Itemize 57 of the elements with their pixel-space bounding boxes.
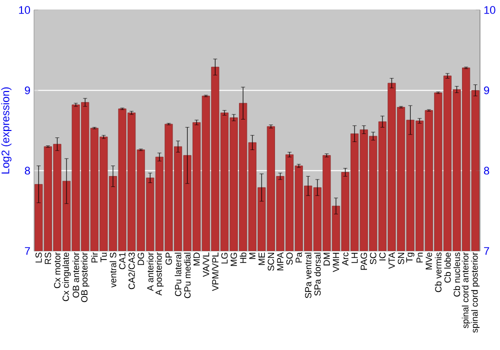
y2-tick-label: 10 (484, 6, 496, 14)
x-tick-label: Arc (342, 252, 348, 266)
x-tick-label: LS (35, 252, 42, 262)
x-tick-label: MG (230, 252, 237, 266)
x-tick-label: VMH (332, 252, 340, 272)
x-tick-label: spinal cord posterior (471, 252, 480, 333)
x-tick-label: SO (286, 252, 293, 265)
x-tick-label: SCN (268, 252, 274, 271)
x-tick-label: MVe (426, 252, 432, 270)
x-tick-label: Cb lobe (444, 252, 451, 283)
x-tick-label: DM (324, 252, 330, 266)
x-tick-label: OB posterior (80, 252, 90, 302)
x-tick-label: SC (370, 252, 376, 264)
x-tick-label: SPa dorsal (314, 252, 321, 296)
x-tick-label: VPM/VPL (212, 252, 218, 292)
x-tick-label: ventral S (110, 252, 116, 288)
x-tick-label: CPu lateral (174, 252, 182, 296)
y2-tick-label: 9 (484, 86, 490, 94)
y-tick-label: 8 (24, 166, 30, 175)
x-tick-label: Cx motor (54, 252, 60, 288)
x-tick-label: GP (166, 252, 172, 265)
x-tick-label: RS (44, 252, 52, 264)
y-tick-label: 10 (19, 6, 30, 14)
y-axis-title: Log2 (expression) (1, 87, 12, 174)
x-tick-label: Pir (91, 252, 98, 262)
x-tick-label: PAG (360, 252, 368, 270)
x-tick-label: CA1 (119, 252, 126, 270)
x-tick-label: OB anterior (72, 252, 80, 298)
x-tick-label: CPu medial (184, 252, 191, 298)
x-tick-label: A anterior (146, 252, 154, 292)
x-tick-label: ME (258, 252, 265, 265)
x-tick-label: M (249, 252, 256, 259)
x-tick-label: IC (379, 252, 386, 260)
x-tick-label: MPA (277, 252, 284, 270)
x-tick-label: Pn (416, 252, 423, 262)
x-tick-label: spinal cord anterior (462, 252, 470, 328)
x-tick-label: LH (351, 252, 358, 263)
y-tick-label: 9 (24, 86, 30, 94)
x-tick-label: VTA (388, 252, 395, 269)
x-tick-label: A posterior (155, 252, 164, 296)
x-tick-label: SPa ventral (304, 252, 312, 298)
x-tick-label: CA2/CA3 (128, 252, 135, 290)
x-tick-label: VA/VL (202, 252, 210, 277)
x-tick-label: Hb (240, 252, 246, 263)
x-tick-label: Pa (296, 252, 302, 262)
y-tick-label: 7 (24, 247, 30, 255)
x-tick-label: Cb nucleus (453, 252, 460, 297)
x-tick-label: Tg (406, 252, 414, 262)
x-tick-label: Cx cingulate (62, 252, 71, 302)
y2-tick-label: 7 (484, 247, 490, 255)
x-tick-label: Tu (100, 252, 107, 262)
x-tick-label: DG (138, 252, 144, 265)
x-tick-label: MD (194, 252, 200, 266)
y2-tick-label: 8 (484, 166, 490, 175)
x-tick-label: Cb vermis (434, 252, 442, 292)
x-tick-label: LG (221, 252, 228, 264)
x-tick-label: SN (398, 252, 404, 264)
